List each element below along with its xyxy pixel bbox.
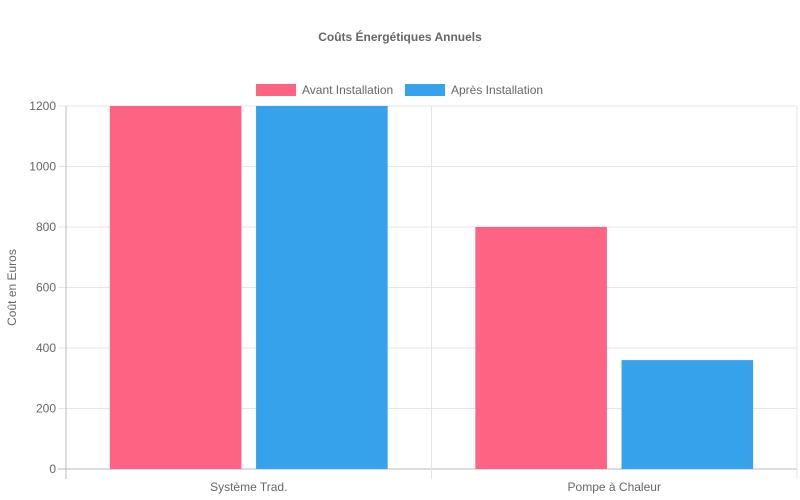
bar-avant-0[interactable]: [109, 106, 242, 469]
y-tick-label: 400: [36, 341, 56, 355]
legend-swatch-apres: [405, 84, 445, 96]
legend-item-avant[interactable]: Avant Installation: [256, 82, 393, 98]
y-tick-label: 200: [36, 402, 56, 416]
y-tick-label: 1200: [29, 99, 56, 113]
y-tick-label: 800: [36, 220, 56, 234]
bar-avant-1[interactable]: [475, 227, 607, 469]
chart-title: Coûts Énergétiques Annuels: [318, 30, 482, 44]
y-tick-label: 0: [49, 462, 56, 476]
legend-label-avant: Avant Installation: [302, 83, 394, 97]
bar-apres-0[interactable]: [256, 106, 388, 469]
y-axis-title: Coût en Euros: [5, 249, 19, 326]
x-tick-label: Pompe à Chaleur: [568, 480, 661, 494]
y-tick-label: 1000: [29, 160, 56, 174]
x-tick-label: Système Trad.: [210, 480, 287, 494]
y-tick-label: 600: [36, 281, 56, 295]
bar-apres-1[interactable]: [621, 360, 754, 469]
legend: Avant Installation Après Installation: [0, 82, 800, 98]
legend-swatch-avant: [256, 84, 296, 96]
legend-label-apres: Après Installation: [451, 83, 544, 97]
legend-item-apres[interactable]: Après Installation: [405, 82, 543, 98]
